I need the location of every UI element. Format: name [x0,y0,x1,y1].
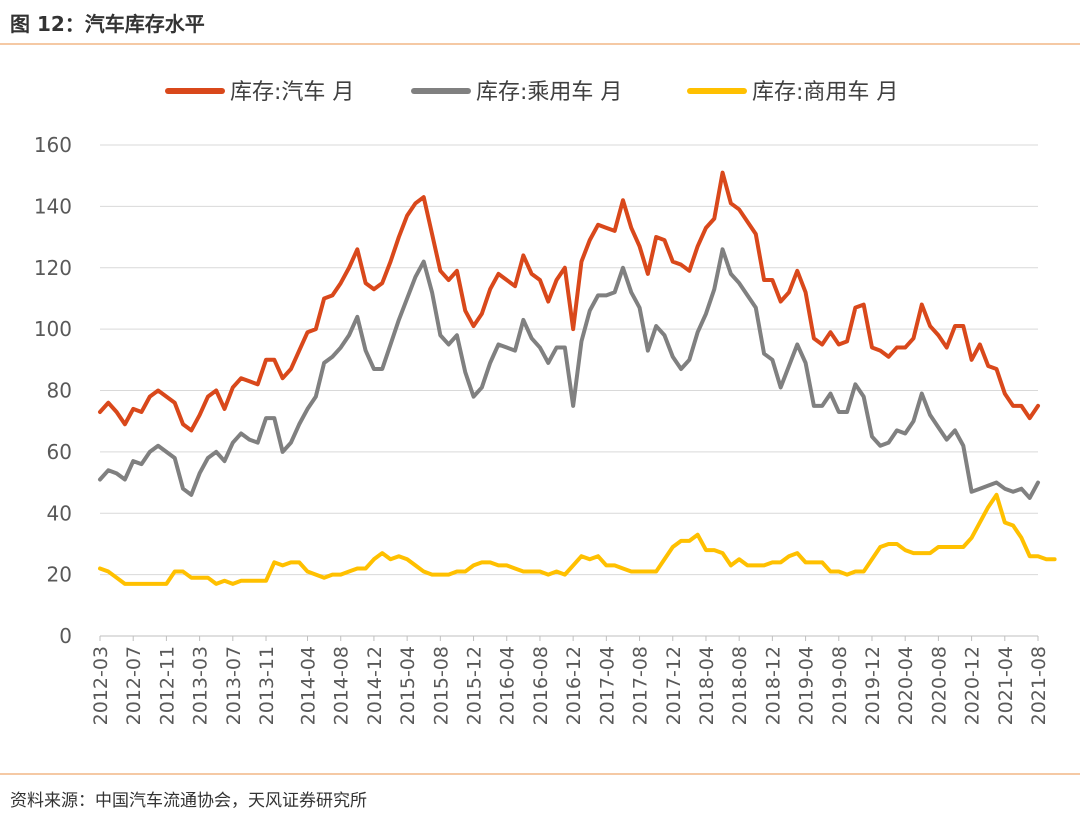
x-tick-label: 2012-03 [90,646,112,725]
x-tick-label: 2016-08 [530,646,552,725]
x-tick-label: 2016-12 [563,646,585,725]
header-divider [0,43,1080,45]
legend-label-1: 库存:乘用车 月 [476,80,622,105]
x-tick-label: 2021-08 [1028,646,1050,725]
series-line-0 [98,170,1040,433]
x-tick-label: 2018-08 [729,646,751,725]
x-tick-label: 2013-07 [223,646,245,725]
y-tick-label: 140 [34,194,72,218]
line-chart: 库存:汽车 月 库存:乘用车 月 库存:商用车 月 0 20 40 60 80 100 120 1… [34,80,1057,725]
x-tick-label: 2020-04 [895,646,917,725]
y-tick-label: 60 [47,440,72,464]
legend-label-2: 库存:商用车 月 [752,80,898,105]
x-tick-label: 2017-04 [596,646,618,725]
x-tick-label: 2019-04 [796,646,818,725]
x-tick-label: 2017-08 [630,646,652,725]
y-tick-label: 40 [47,501,72,525]
x-axis: 2012-03 2012-07 2012-11 2013-03 2013-07 2013-… [90,636,1050,725]
x-tick-label: 2014-08 [331,646,353,725]
y-tick-label: 120 [34,256,72,280]
x-tick-label: 2013-03 [190,646,212,725]
x-tick-label: 2020-12 [962,646,984,725]
x-tick-label: 2012-07 [123,646,145,725]
x-tick-label: 2013-11 [256,646,278,725]
x-tick-label: 2019-08 [829,646,851,725]
y-tick-label: 0 [59,624,72,648]
x-tick-label: 2015-08 [430,646,452,725]
series-lines [98,170,1057,586]
series-line-1 [98,247,1040,500]
footer-divider [0,773,1080,775]
y-tick-label: 80 [47,379,72,403]
x-tick-label: 2021-04 [995,646,1017,725]
y-axis: 0 20 40 60 80 100 120 140 160 [34,133,72,648]
y-tick-label: 160 [34,133,72,157]
figure-title: 图 12：汽车库存水平 [10,12,205,36]
x-tick-label: 2016-04 [497,646,519,725]
gridlines [100,144,1038,637]
legend-label-0: 库存:汽车 月 [230,80,354,105]
x-tick-label: 2019-12 [862,646,884,725]
x-tick-label: 2017-12 [663,646,685,725]
figure-header: 图 12：汽车库存水平 [0,0,1080,44]
source-note: 资料来源：中国汽车流通协会，天风证券研究所 [10,791,367,811]
x-tick-label: 2018-12 [762,646,784,725]
x-tick-label: 2014-04 [298,646,320,725]
x-tick-label: 2015-04 [397,646,419,725]
x-tick-label: 2012-11 [156,646,178,725]
x-tick-label: 2018-04 [696,646,718,725]
x-tick-label: 2015-12 [464,646,486,725]
chart-legend: 库存:汽车 月 库存:乘用车 月 库存:商用车 月 [165,80,898,105]
y-tick-label: 20 [47,563,72,587]
x-tick-label: 2020-08 [928,646,950,725]
y-tick-label: 100 [34,317,72,341]
x-tick-label: 2014-12 [364,646,386,725]
series-line-2 [98,492,1057,586]
